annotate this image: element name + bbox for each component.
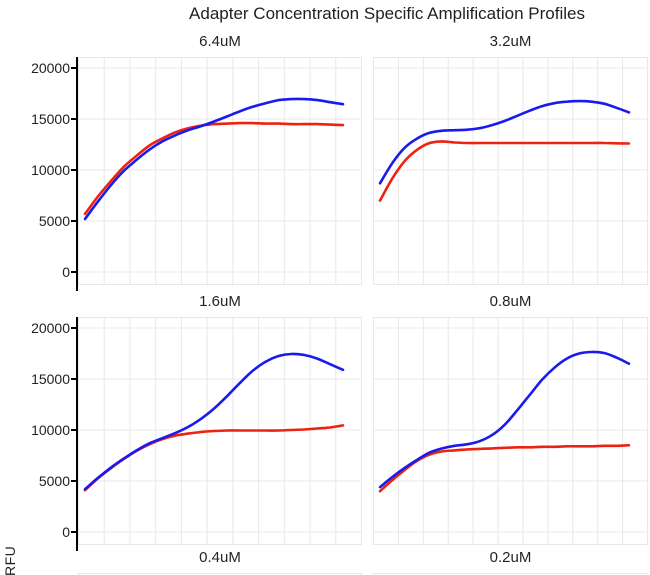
amplification-curve-blue <box>378 99 631 185</box>
facet-plot-area <box>78 57 362 285</box>
y-tick-mark <box>71 480 76 482</box>
y-axis-line <box>76 57 78 291</box>
y-tick-mark <box>71 327 76 329</box>
amplification-curve-blue <box>83 352 345 491</box>
y-tick-mark <box>71 67 76 69</box>
facet-label-6.4uM: 6.4uM <box>199 33 241 50</box>
facet-label-0.8uM: 0.8uM <box>489 293 532 310</box>
facet-plot-area <box>78 317 362 545</box>
amplification-curve-red <box>378 444 631 493</box>
y-axis-title: RFU <box>2 545 18 575</box>
facet-panel-3.2uM <box>373 57 648 285</box>
y-tick-label: 20000 <box>31 320 70 336</box>
amplification-curve-red <box>83 121 345 216</box>
y-tick-label: 15000 <box>31 371 70 387</box>
y-tick-mark <box>71 118 76 120</box>
y-tick-label: 0 <box>62 524 70 540</box>
y-tick-label: 10000 <box>31 162 70 178</box>
amplification-curve-red <box>378 140 631 202</box>
facet-plot-area <box>373 57 648 285</box>
y-tick-label: 10000 <box>31 422 70 438</box>
facet-panel-0.8uM <box>373 317 648 545</box>
y-tick-label: 20000 <box>31 60 70 76</box>
y-tick-label: 0 <box>62 264 70 280</box>
facet-plot-area <box>373 317 648 545</box>
y-tick-mark <box>71 220 76 222</box>
y-tick-mark <box>71 378 76 380</box>
facet-panel-1.6uM <box>78 317 362 545</box>
facet-panel-0.2uM <box>373 573 648 575</box>
y-tick-mark <box>71 531 76 533</box>
facet-label-1.6uM: 1.6uM <box>199 293 241 310</box>
amplification-curve-blue <box>83 97 345 221</box>
y-tick-label: 5000 <box>38 473 70 489</box>
y-tick-mark <box>71 271 76 273</box>
amplification-curve-blue <box>378 350 631 489</box>
y-tick-label: 5000 <box>38 213 70 229</box>
chart-title: Adapter Concentration Specific Amplifica… <box>189 4 585 23</box>
facet-plot-area <box>373 573 648 575</box>
y-tick-mark <box>71 169 76 171</box>
y-tick-mark <box>71 429 76 431</box>
facet-label-0.4uM: 0.4uM <box>199 549 241 566</box>
facet-plot-area <box>78 573 362 575</box>
facet-label-0.2uM: 0.2uM <box>489 549 532 566</box>
facet-panel-6.4uM <box>78 57 362 285</box>
facet-panel-0.4uM <box>78 573 362 575</box>
y-tick-label: 15000 <box>31 111 70 127</box>
facet-label-3.2uM: 3.2uM <box>489 33 532 50</box>
y-axis-line <box>76 317 78 551</box>
